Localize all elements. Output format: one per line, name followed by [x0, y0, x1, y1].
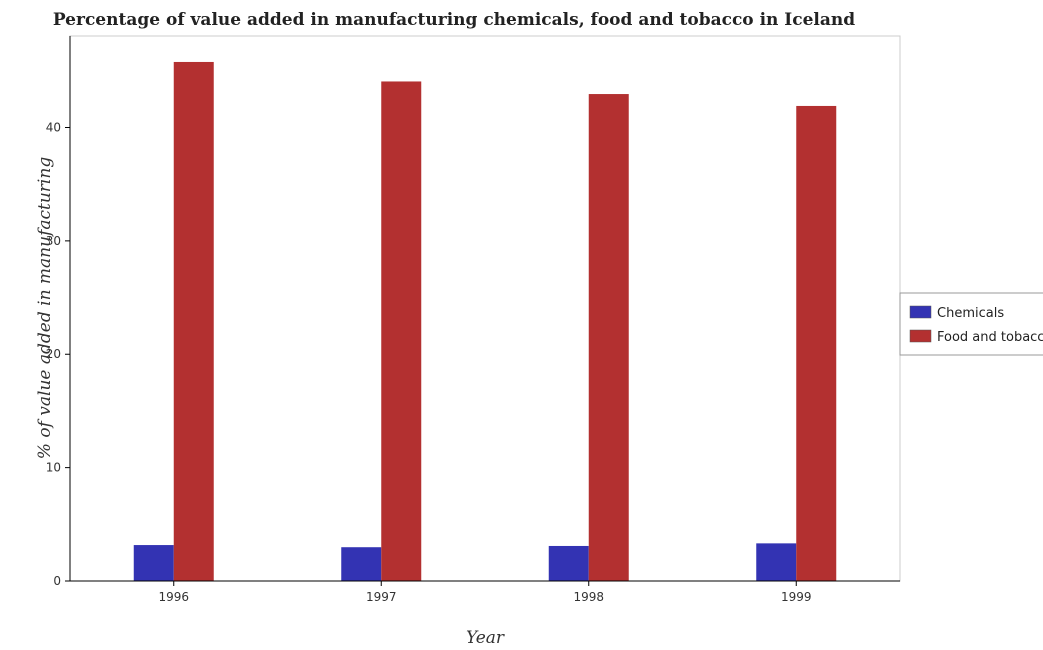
x-tick-label: 1996: [158, 590, 189, 604]
bar-food-and-tobacco-1998: [588, 94, 629, 581]
chart-title: Percentage of value added in manufacturi…: [53, 10, 855, 30]
y-tick-label: 10: [46, 461, 61, 475]
bar-food-and-tobacco-1996: [173, 61, 214, 581]
y-tick-label: 40: [46, 120, 61, 134]
x-tick-label: 1997: [366, 590, 397, 604]
bars: [133, 61, 837, 582]
legend-box: [899, 292, 1043, 356]
legend-swatch: [909, 305, 932, 319]
x-axis-label: Year: [466, 628, 505, 648]
y-ticks: 0 10 20 30 40: [46, 120, 70, 588]
y-tick-label: 30: [46, 234, 61, 248]
bar-chemicals-1999: [756, 543, 797, 581]
y-axis-label: % of value added in manufacturing: [35, 157, 55, 460]
bar-food-and-tobacco-1999: [796, 105, 837, 582]
x-ticks: 1996 1997 1998 1999: [158, 581, 812, 604]
legend-swatch: [909, 329, 932, 343]
legend: Chemicals Food and tobacco: [899, 292, 1043, 356]
y-tick-label: 20: [46, 347, 61, 361]
legend-label: Food and tobacco: [937, 330, 1043, 345]
bar-chemicals-1997: [341, 547, 382, 581]
x-tick-label: 1998: [573, 590, 604, 604]
legend-label: Chemicals: [937, 306, 1004, 321]
bar-chemicals-1998: [548, 545, 589, 581]
bar-food-and-tobacco-1997: [381, 81, 422, 582]
y-tick-label: 0: [53, 574, 61, 588]
bar-chemicals-1996: [133, 545, 174, 581]
x-tick-label: 1999: [781, 590, 812, 604]
